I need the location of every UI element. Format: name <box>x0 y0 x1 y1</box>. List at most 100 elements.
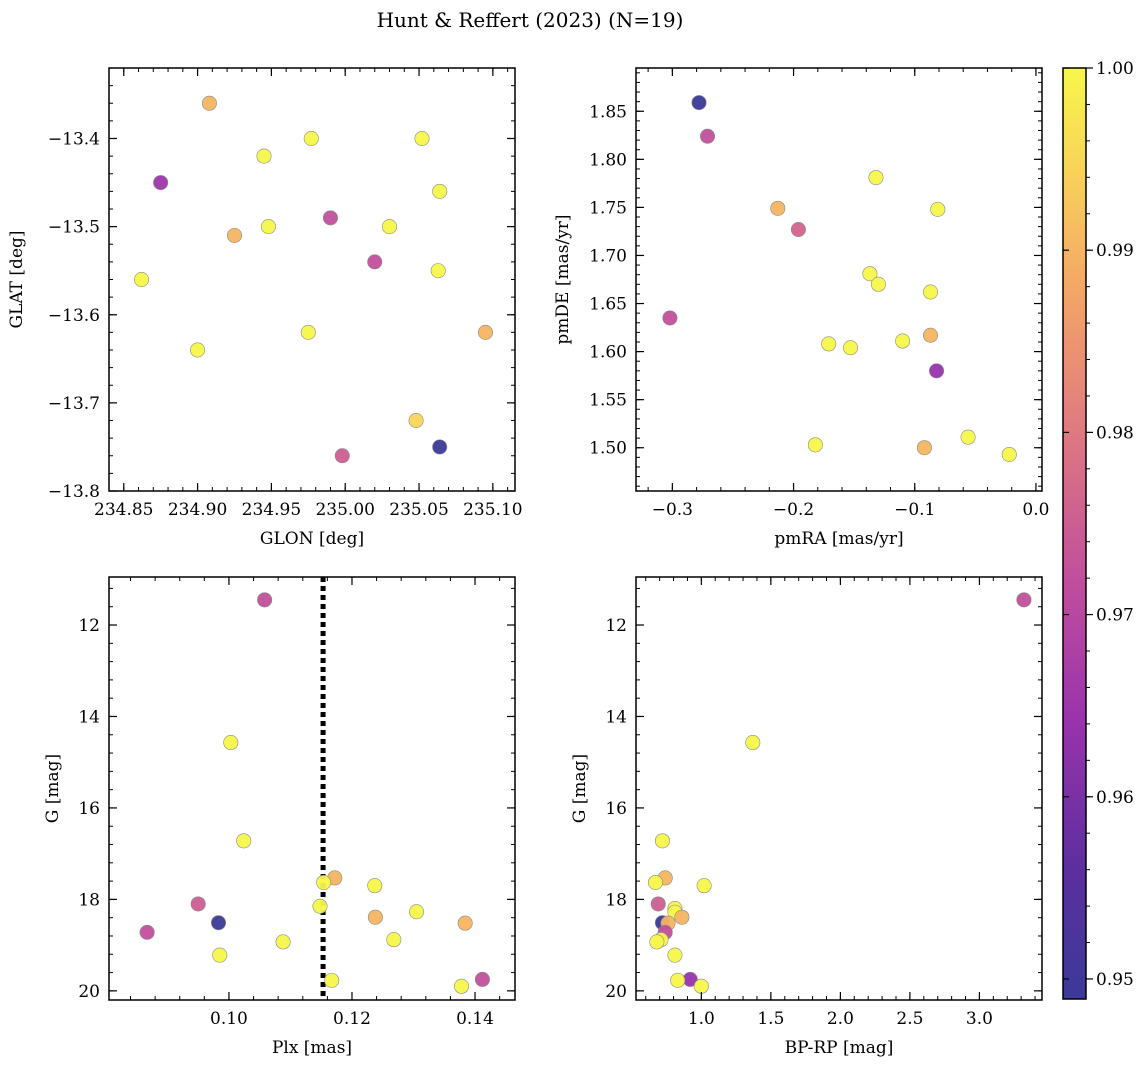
data-point <box>453 978 469 994</box>
data-point <box>457 915 473 931</box>
data-point <box>821 336 837 352</box>
data-point <box>477 324 493 340</box>
x-tick-label: 0.0 <box>1022 500 1049 520</box>
data-point <box>930 201 946 217</box>
colorbar-tick-label: 0.95 <box>1096 970 1134 990</box>
data-point <box>133 271 149 287</box>
x-tick-label: 1.0 <box>688 1009 715 1029</box>
colorbar: 0.95 0.96 0.97 0.98 0.99 1.00 <box>1062 59 1134 1000</box>
data-point <box>223 735 239 751</box>
x-tick-label: 234.90 <box>168 500 227 520</box>
data-point <box>190 896 206 912</box>
y-tick-label: −13.7 <box>48 394 100 414</box>
x-tick-label: 0.12 <box>333 1009 371 1029</box>
colorbar-tick-label: 0.99 <box>1096 241 1134 261</box>
x-axis-label: GLON [deg] <box>260 529 364 549</box>
y-tick-label: 1.80 <box>589 150 627 170</box>
data-point <box>790 222 806 238</box>
x-tick-label: 234.85 <box>94 500 153 520</box>
panel-plx: 0.10 0.12 0.14 12 14 16 18 20 Plx [mas] G [mag] <box>43 576 516 1058</box>
y-tick-label: 14 <box>605 707 627 727</box>
data-point <box>432 439 448 455</box>
panel-cmd: 1.0 1.5 2.0 2.5 3.0 12 14 16 18 20 BP-RP [mag] G [m… <box>570 576 1043 1058</box>
x-tick-label: 2.0 <box>827 1009 854 1029</box>
axes-frame <box>108 576 516 1001</box>
x-tick-label: −0.2 <box>773 500 814 520</box>
data-point <box>700 128 716 144</box>
data-point <box>367 878 383 894</box>
data-point <box>236 833 252 849</box>
data-point <box>432 183 448 199</box>
data-point <box>923 284 939 300</box>
y-tick-label: 1.60 <box>589 343 627 363</box>
y-tick-label: 1.65 <box>589 295 627 315</box>
data-point <box>807 437 823 453</box>
y-tick-label: 18 <box>78 890 100 910</box>
y-tick-label: 1.50 <box>589 439 627 459</box>
data-point <box>670 972 686 988</box>
y-tick-label: 1.70 <box>589 246 627 266</box>
x-tick-label: 0.14 <box>456 1009 494 1029</box>
y-axis-label: pmDE [mas/yr] <box>553 214 573 344</box>
colorbar-tick-label: 0.96 <box>1096 788 1134 808</box>
data-point <box>662 310 678 326</box>
data-point <box>316 874 332 890</box>
data-point <box>430 263 446 279</box>
data-point <box>929 363 945 379</box>
data-point <box>324 972 340 988</box>
y-tick-label: −13.5 <box>48 218 100 238</box>
x-tick-label: 234.95 <box>242 500 301 520</box>
y-tick-label: 14 <box>78 707 100 727</box>
axes-frame <box>635 67 1043 492</box>
data-point <box>257 592 273 608</box>
data-point <box>843 340 859 356</box>
data-point <box>382 219 398 235</box>
y-tick-label: 18 <box>605 890 627 910</box>
data-point <box>414 131 430 147</box>
data-point <box>691 95 707 111</box>
data-point <box>1016 592 1032 608</box>
data-point <box>745 735 761 751</box>
data-point <box>153 175 169 191</box>
data-point <box>303 131 319 147</box>
data-point <box>960 429 976 445</box>
y-tick-label: 16 <box>78 799 100 819</box>
panel-pm: −0.3 −0.2 −0.1 0.0 1.50 1.55 1.60 1.65 1.70 1.75 1… <box>553 67 1049 549</box>
data-point <box>895 333 911 349</box>
x-tick-label: 1.5 <box>757 1009 784 1029</box>
data-point <box>649 934 665 950</box>
data-point <box>696 878 712 894</box>
data-point <box>312 898 328 914</box>
data-point <box>770 200 786 216</box>
y-tick-label: −13.4 <box>48 130 100 150</box>
data-point <box>322 210 338 226</box>
data-point <box>870 276 886 292</box>
x-tick-label: −0.1 <box>894 500 935 520</box>
data-point <box>674 909 690 925</box>
data-point <box>409 904 425 920</box>
x-axis-label: Plx [mas] <box>272 1038 352 1058</box>
data-point <box>201 95 217 111</box>
data-point <box>667 947 683 963</box>
x-axis-label: pmRA [mas/yr] <box>774 529 903 549</box>
data-point <box>367 909 383 925</box>
x-tick-label: 0.10 <box>210 1009 248 1029</box>
axes-frame <box>635 576 1043 1001</box>
data-point <box>386 932 402 948</box>
y-tick-label: 12 <box>78 616 100 636</box>
colorbar-tick-label: 1.00 <box>1096 59 1134 79</box>
data-point <box>654 833 670 849</box>
data-point <box>210 915 226 931</box>
data-point <box>408 412 424 428</box>
x-axis-label: BP-RP [mag] <box>785 1038 894 1058</box>
data-point <box>1001 446 1017 462</box>
data-point <box>260 219 276 235</box>
y-tick-label: 1.55 <box>589 391 627 411</box>
panels: 234.85 234.90 234.95 235.00 235.05 235.10 −13.… <box>7 67 1049 1058</box>
data-point <box>474 971 490 987</box>
colorbar-tick-label: 0.98 <box>1096 423 1134 443</box>
data-point <box>693 978 709 994</box>
data-point <box>190 342 206 358</box>
y-axis-label: G [mag] <box>570 754 590 823</box>
data-point <box>862 266 878 282</box>
